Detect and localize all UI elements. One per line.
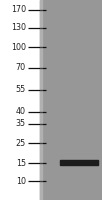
Text: 35: 35 — [16, 119, 26, 129]
Text: 100: 100 — [11, 43, 26, 51]
Text: 25: 25 — [16, 138, 26, 148]
Text: 15: 15 — [16, 158, 26, 168]
Text: 40: 40 — [16, 108, 26, 116]
Bar — [40, 0, 43, 200]
Text: 55: 55 — [16, 86, 26, 95]
Text: 130: 130 — [11, 23, 26, 32]
Text: 70: 70 — [16, 64, 26, 72]
Text: 170: 170 — [11, 5, 26, 15]
Text: 10: 10 — [16, 176, 26, 186]
Bar — [60, 160, 98, 164]
Bar — [40, 0, 102, 200]
